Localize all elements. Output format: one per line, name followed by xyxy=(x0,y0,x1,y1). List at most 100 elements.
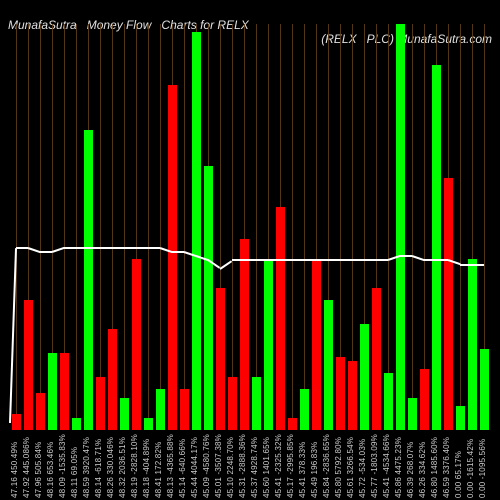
x-axis-label: 46.26 334.62% xyxy=(418,442,427,498)
x-axis-label: 45.61 3266.54% xyxy=(346,437,355,498)
x-axis-label: 48.18 -404.89% xyxy=(142,439,151,498)
line-segment xyxy=(76,247,88,249)
line-segment xyxy=(16,247,28,249)
gridline xyxy=(304,24,305,430)
x-axis-label: 48.26 330.046% xyxy=(106,437,115,498)
x-axis-label: 47.96 505.84% xyxy=(34,442,43,498)
x-axis-label: 45.60 1401.65% xyxy=(262,437,271,498)
line-segment xyxy=(436,259,448,261)
x-axis-label: 45.77 -1803.09% xyxy=(370,434,379,498)
plot-area xyxy=(10,24,490,430)
bar xyxy=(396,24,405,430)
bar xyxy=(336,357,345,430)
gridline xyxy=(76,24,77,430)
x-axis-label: 48.32 2036.51% xyxy=(118,437,127,498)
bar xyxy=(372,288,381,430)
line-segment xyxy=(340,259,352,261)
bar xyxy=(12,414,21,430)
x-axis-label: 45.17 -2995.85% xyxy=(286,434,295,498)
x-axis-label: 48.09 -1535.83% xyxy=(58,434,67,498)
bar xyxy=(324,300,333,430)
line-segment xyxy=(352,259,364,261)
x-axis-label: 45.10 2248.70% xyxy=(226,437,235,498)
line-segment xyxy=(64,247,76,249)
gridline xyxy=(256,24,257,430)
line-segment xyxy=(124,247,136,249)
x-axis-label: 47.92 445.086% xyxy=(22,437,31,498)
bar xyxy=(192,32,201,430)
line-segment xyxy=(280,259,292,261)
bar xyxy=(60,353,69,430)
line-segment xyxy=(112,247,124,249)
money-flow-chart: MunafaSutra Money Flow Charts for RELX (… xyxy=(0,0,500,500)
x-axis-label: 46.59 3376.40% xyxy=(442,437,451,498)
x-axis-label: 48.41 172.82% xyxy=(154,442,163,498)
line-segment xyxy=(316,259,328,261)
x-axis-label: 45.31 -2888.36% xyxy=(238,434,247,498)
line-segment xyxy=(148,247,160,249)
line-segment xyxy=(460,264,472,266)
bar xyxy=(156,389,165,430)
x-axis-label: 45.14 -640.66% xyxy=(178,439,187,498)
bar xyxy=(120,398,129,430)
x-axis-label: 45.86 4475.23% xyxy=(394,437,403,498)
bar xyxy=(300,389,309,430)
line-segment xyxy=(472,264,484,266)
bar xyxy=(228,377,237,430)
gridline xyxy=(184,24,185,430)
x-axis-label: 45.41 378.33% xyxy=(298,442,307,498)
gridline xyxy=(16,24,17,430)
bar xyxy=(456,406,465,430)
bar xyxy=(96,377,105,430)
line-segment xyxy=(172,251,184,253)
bar xyxy=(24,300,33,430)
bar xyxy=(288,418,297,430)
bar xyxy=(312,259,321,430)
x-axis-label: 48.14 -618.71% xyxy=(94,439,103,498)
bar xyxy=(132,259,141,430)
bar xyxy=(384,373,393,430)
gridline xyxy=(124,24,125,430)
x-axis-label: 0.00 -1615.42% xyxy=(466,439,475,498)
line-segment xyxy=(219,260,232,270)
x-axis-label: 45.72 -534.03% xyxy=(358,439,367,498)
bar xyxy=(432,65,441,430)
x-axis-label: 45.44 4044.17% xyxy=(190,437,199,498)
bar xyxy=(252,377,261,430)
gridline xyxy=(412,24,413,430)
bar xyxy=(144,418,153,430)
bar xyxy=(216,288,225,430)
x-axis-label: 45.37 4928.74% xyxy=(250,437,259,498)
x-axis-label: 48.11 69.05% xyxy=(70,447,79,498)
bar xyxy=(48,353,57,430)
gridline xyxy=(292,24,293,430)
line-segment xyxy=(424,259,436,261)
line-segment xyxy=(100,247,112,249)
x-axis-label: 45.49 196.83% xyxy=(310,442,319,498)
gridline xyxy=(160,24,161,430)
x-axis-label: 45.01 -3507.38% xyxy=(214,434,223,498)
line-segment xyxy=(292,259,304,261)
bar xyxy=(108,329,117,431)
x-axis-labels: 47.16 450.49%47.92 445.086%47.96 505.84%… xyxy=(10,432,490,500)
bar xyxy=(408,398,417,430)
gridline xyxy=(460,24,461,430)
line-segment xyxy=(412,255,425,261)
bar xyxy=(276,207,285,430)
bar xyxy=(360,324,369,430)
line-segment xyxy=(232,259,244,261)
x-axis-label: 47.16 450.49% xyxy=(10,442,19,498)
x-axis-label: 45.41 -2325.32% xyxy=(274,434,283,498)
x-axis-label: 48.13 -4365.88% xyxy=(166,434,175,498)
x-axis-label: 45.80 5792.80% xyxy=(334,437,343,498)
bar xyxy=(420,369,429,430)
x-axis-label: 48.19 -2828.10% xyxy=(130,434,139,498)
bar xyxy=(204,166,213,430)
gridline xyxy=(100,24,101,430)
bar xyxy=(36,393,45,430)
line-segment xyxy=(364,259,376,261)
bar xyxy=(168,85,177,430)
x-axis-label: 45.09 -4580.76% xyxy=(202,434,211,498)
line-segment xyxy=(244,259,256,261)
gridline xyxy=(148,24,149,430)
